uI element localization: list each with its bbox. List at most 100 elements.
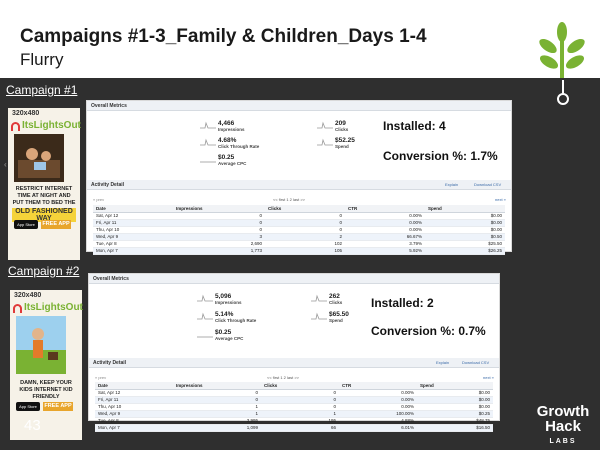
table-header-row: Date Impressions Clicks CTR Spend <box>93 205 505 213</box>
cell-clicks: 1 <box>261 410 339 418</box>
cell-date: Fri, Apr 11 <box>93 219 173 227</box>
free-app-button[interactable]: FREE APP <box>41 220 71 229</box>
cell-clicks: 102 <box>265 240 345 248</box>
cpc-value: $0.25 <box>218 154 235 161</box>
cell-clicks: 105 <box>265 247 345 255</box>
cell-date: Mon, Apr 7 <box>93 247 173 255</box>
cell-impressions: 1 <box>173 410 261 418</box>
table-row: Thu, Apr 10 1 0 0.00% $0.00 <box>95 403 493 411</box>
column-header-clicks[interactable]: Clicks <box>265 205 345 213</box>
cell-date: Thu, Apr 10 <box>93 226 173 234</box>
column-header-spend[interactable]: Spend <box>425 205 505 213</box>
next-link[interactable]: next » <box>495 197 506 202</box>
spend-sparkline-icon <box>317 138 333 146</box>
download-csv-link[interactable]: Download CSV <box>474 182 502 187</box>
explain-link[interactable]: Explain <box>436 360 450 365</box>
column-header-ctr[interactable]: CTR <box>339 382 417 390</box>
prev-link[interactable]: « prev <box>95 375 107 380</box>
next-link[interactable]: next » <box>483 375 494 380</box>
prev-link[interactable]: « prev <box>93 197 105 202</box>
ad-photo-kids-bed <box>14 134 64 182</box>
spend-value: $65.50 <box>329 311 349 318</box>
cell-impressions: 1 <box>173 403 261 411</box>
free-app-button[interactable]: FREE APP <box>43 402 73 411</box>
ad-tagline: RESTRICT INTERNET TIME AT NIGHT AND PUT … <box>12 186 76 206</box>
pagination[interactable]: << first 1 2 last >> <box>273 197 306 202</box>
table-row: Sat, Apr 12 0 0 0.00% $0.00 <box>93 212 505 220</box>
cell-clicks: 0 <box>265 226 345 234</box>
clicks-metric: 209 Clicks <box>335 120 348 132</box>
cell-ctr: 100.00% <box>339 410 417 418</box>
app-store-badge[interactable]: App Store <box>16 402 40 411</box>
spend-metric: $52.25 Spend <box>335 137 355 149</box>
column-header-impressions[interactable]: Impressions <box>173 205 265 213</box>
clicks-metric: 262 Clicks <box>329 293 342 305</box>
cell-ctr: 4.88% <box>339 417 417 425</box>
app-store-badge[interactable]: App Store <box>14 220 38 229</box>
column-header-spend[interactable]: Spend <box>417 382 493 390</box>
download-csv-link[interactable]: Download CSV <box>462 360 490 365</box>
cell-ctr: 5.92% <box>345 247 425 255</box>
cell-impressions: 0 <box>173 396 261 404</box>
bullet-icon: ‹ <box>4 160 7 169</box>
impressions-sparkline-icon <box>200 121 216 129</box>
cell-ctr: 0.00% <box>345 212 425 220</box>
spend-metric: $65.50 Spend <box>329 311 349 323</box>
spend-label: Spend <box>329 318 343 323</box>
cell-spend: $0.50 <box>425 233 505 241</box>
spend-label: Spend <box>335 144 349 149</box>
cell-impressions: 0 <box>173 212 265 220</box>
cell-clicks: 0 <box>265 212 345 220</box>
cell-spend: $0.00 <box>425 219 505 227</box>
column-header-date[interactable]: Date <box>95 382 173 390</box>
cpc-label: Average CPC <box>218 161 247 166</box>
logo-word-growth: Growth <box>536 403 590 420</box>
cell-impressions: 0 <box>173 389 261 397</box>
pagination[interactable]: << first 1 2 last >> <box>267 375 300 380</box>
table-row: Fri, Apr 11 0 0 0.00% $0.00 <box>95 396 493 404</box>
spend-value: $52.25 <box>335 137 355 144</box>
impressions-label: Impressions <box>218 127 245 132</box>
table-row: Wed, Apr 9 3 2 66.67% $0.50 <box>93 233 505 241</box>
ctr-label: Click Through Rate <box>218 144 260 149</box>
page-number: 43 <box>24 417 41 434</box>
cell-date: Sat, Apr 12 <box>93 212 173 220</box>
campaign-2-ad-card: 320x480 ItsLightsOut DAMN, KEEP YOUR KID… <box>10 290 83 440</box>
cell-impressions: 1,099 <box>173 424 261 432</box>
slide-header: Campaigns #1-3_Family & Children_Days 1-… <box>0 0 600 78</box>
table-row: Wed, Apr 9 1 1 100.00% $0.25 <box>95 410 493 418</box>
explain-link[interactable]: Explain <box>445 182 459 187</box>
ad-brand-name: ItsLightsOut <box>24 302 83 313</box>
ctr-metric: 4.68% Click Through Rate <box>218 137 259 149</box>
installed-count: Installed: 2 <box>371 296 434 310</box>
cell-clicks: 0 <box>261 403 339 411</box>
table-row: Thu, Apr 10 0 0 0.00% $0.00 <box>93 226 505 234</box>
cell-spend: $0.00 <box>425 212 505 220</box>
campaign-2-label: Campaign #2 <box>8 264 80 278</box>
impressions-value: 5,096 <box>215 293 232 300</box>
column-header-ctr[interactable]: CTR <box>345 205 425 213</box>
table-row: Tue, Apr 8 2,690 102 3.79% $25.50 <box>93 240 505 248</box>
cell-ctr: 6.01% <box>339 424 417 432</box>
growth-hack-labs-logo: Growth Hack LABS <box>530 404 596 449</box>
table-row: Mon, Apr 7 1,773 105 5.92% $26.25 <box>93 247 505 255</box>
cell-date: Wed, Apr 9 <box>95 410 173 418</box>
column-header-impressions[interactable]: Impressions <box>173 382 261 390</box>
cell-spend: $48.75 <box>417 417 493 425</box>
impressions-metric: 5,096 Impressions <box>215 293 242 305</box>
logo-word-labs: LABS <box>549 438 577 445</box>
cell-clicks: 0 <box>261 396 339 404</box>
ctr-value: 5.14% <box>215 311 234 318</box>
ad-tagline: DAMN, KEEP YOUR KIDS INTERNET KID FRIEND… <box>19 380 73 400</box>
campaign-1-flurry-screenshot: Overall Metrics 4,466 Impressions 209 Cl… <box>86 100 512 255</box>
cell-impressions: 1,773 <box>173 247 265 255</box>
column-header-clicks[interactable]: Clicks <box>261 382 339 390</box>
column-header-date[interactable]: Date <box>93 205 173 213</box>
table-row: Tue, Apr 8 3,995 195 4.88% $48.75 <box>95 417 493 425</box>
clicks-label: Clicks <box>335 127 349 132</box>
wifi-icon <box>13 304 22 313</box>
activity-table: Date Impressions Clicks CTR Spend Sat, A… <box>95 382 493 432</box>
clicks-value: 262 <box>329 293 340 300</box>
wifi-icon <box>11 122 20 131</box>
cell-spend: $0.00 <box>425 226 505 234</box>
